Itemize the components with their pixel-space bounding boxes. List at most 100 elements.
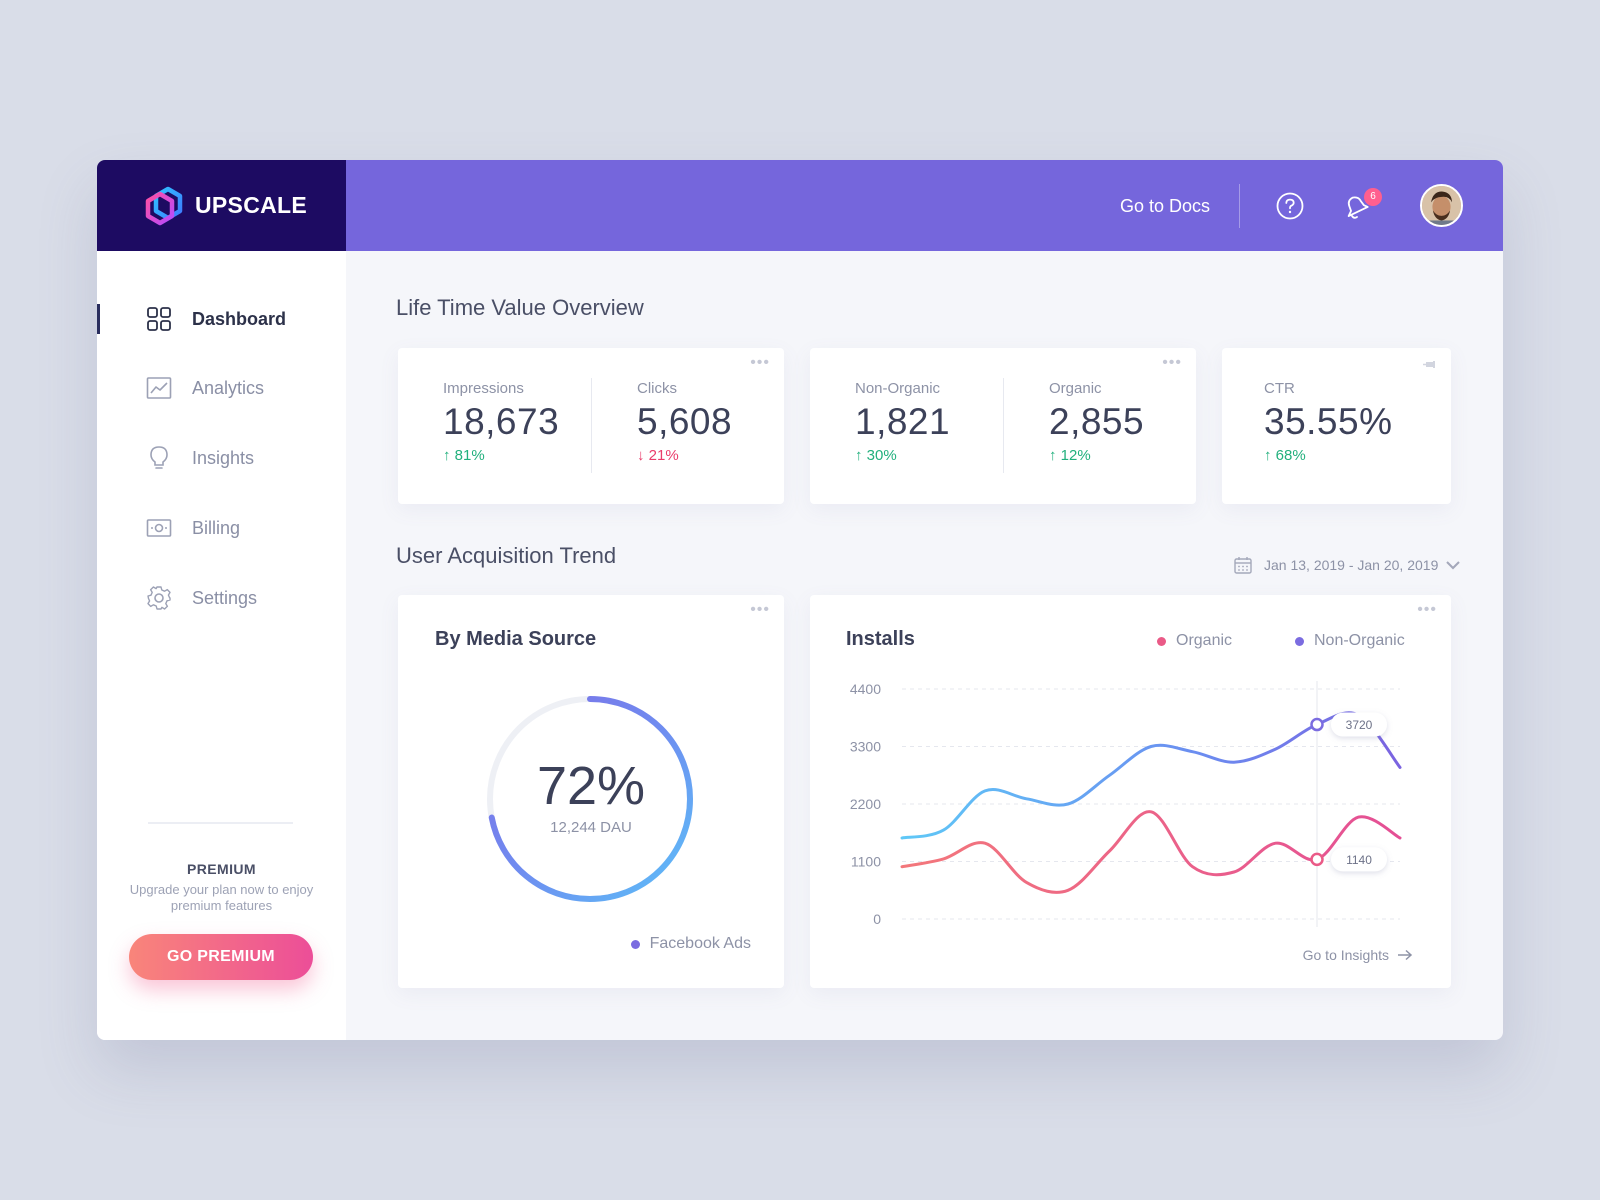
- top-bar: Go to Docs 6: [346, 160, 1503, 251]
- legend-dot: [1157, 636, 1166, 646]
- sidebar-item-label: Billing: [192, 517, 241, 538]
- more-options-icon[interactable]: •••: [1162, 354, 1182, 371]
- series-line-non-organic: [900, 711, 1402, 840]
- more-options-icon[interactable]: •••: [750, 354, 770, 371]
- premium-title: PREMIUM: [187, 861, 256, 877]
- sidebar: Dashboard Analytics Insights Billing: [97, 251, 346, 1040]
- stat-change: ↑ 81%: [443, 447, 485, 464]
- arrow-up-icon: ↑: [855, 447, 863, 464]
- stat-value: 5,608: [637, 401, 733, 442]
- more-options-icon[interactable]: •••: [1417, 601, 1437, 618]
- calendar-icon: [1234, 557, 1252, 574]
- go-to-insights-link[interactable]: Go to Insights: [1303, 947, 1413, 963]
- stat-change: ↑ 68%: [1264, 447, 1306, 464]
- grid-icon: [147, 307, 171, 331]
- stat-non-organic: Non-Organic 1,821 ↑ 30%: [855, 380, 950, 464]
- y-tick-label: 3300: [850, 739, 881, 755]
- installs-card: ••• Installs Organic Non-Organic: [810, 595, 1451, 988]
- donut-subtitle: 12,244 DAU: [550, 819, 632, 836]
- lightbulb-icon: [150, 446, 168, 469]
- sidebar-item-label: Analytics: [192, 377, 265, 398]
- stat-label: Organic: [1049, 380, 1102, 397]
- installs-line-chart: 4400 3300 2200 1100 0 3720 1140: [850, 681, 1402, 927]
- stat-value: 2,855: [1049, 401, 1145, 442]
- legend-organic: Organic: [1157, 632, 1232, 650]
- y-tick-label: 1100: [851, 854, 881, 870]
- ctr-card: CTR 35.55% ↑ 68%: [1222, 348, 1451, 504]
- impressions-clicks-card: ••• Impressions 18,673 ↑ 81% Clicks 5,60…: [398, 348, 784, 504]
- y-tick-label: 0: [873, 911, 881, 927]
- stat-label: CTR: [1264, 380, 1295, 397]
- sidebar-divider: [148, 822, 293, 824]
- card-divider: [591, 378, 592, 473]
- stat-change: ↑ 12%: [1049, 447, 1091, 464]
- legend-label: Non-Organic: [1314, 632, 1405, 649]
- stat-label: Non-Organic: [855, 380, 941, 397]
- media-source-title: By Media Source: [435, 628, 597, 650]
- tooltip-bubble: [1331, 712, 1387, 737]
- donut-chart: [487, 696, 693, 902]
- active-indicator: [97, 304, 100, 334]
- legend-facebook-ads: Facebook Ads: [630, 935, 751, 953]
- notification-badge: 6: [1364, 188, 1382, 206]
- media-source-card: ••• By Media Source 72% 12,244 DAU Faceb…: [398, 595, 784, 988]
- sidebar-item-settings[interactable]: Settings: [97, 576, 346, 620]
- series-line-organic: [900, 810, 1402, 894]
- go-to-docs-link[interactable]: Go to Docs: [1119, 196, 1210, 216]
- arrow-up-icon: ↑: [1264, 447, 1272, 464]
- app-window: UPSCALE Go to Docs 6: [97, 160, 1503, 1040]
- chevron-down-icon: [1446, 561, 1461, 570]
- data-point-marker[interactable]: [1310, 717, 1324, 732]
- legend-label: Facebook Ads: [649, 935, 751, 952]
- tooltip-bubble: [1331, 847, 1387, 872]
- stat-value: 35.55%: [1264, 401, 1393, 442]
- stat-organic: Organic 2,855 ↑ 12%: [1049, 380, 1144, 464]
- data-point-marker[interactable]: [1310, 852, 1324, 867]
- organic-card: ••• Non-Organic 1,821 ↑ 30% Organic 2,85…: [810, 348, 1196, 504]
- sidebar-item-label: Insights: [192, 447, 255, 468]
- stat-change: ↓ 21%: [637, 447, 679, 464]
- stat-impressions: Impressions 18,673 ↑ 81%: [443, 380, 559, 464]
- brand-header: UPSCALE: [97, 160, 346, 251]
- arrow-right-icon: [1398, 949, 1413, 961]
- overview-title: Life Time Value Overview: [396, 295, 644, 320]
- sidebar-item-analytics[interactable]: Analytics: [97, 366, 346, 410]
- arrow-up-icon: ↑: [1049, 447, 1057, 464]
- arrow-up-icon: ↑: [443, 447, 451, 464]
- money-icon: [146, 519, 172, 537]
- stat-label: Impressions: [443, 380, 524, 397]
- arrow-down-icon: ↓: [637, 447, 645, 464]
- legend-dot: [630, 939, 640, 949]
- legend-non-organic: Non-Organic: [1295, 632, 1405, 650]
- go-premium-button[interactable]: GO PREMIUM: [129, 934, 313, 980]
- help-icon[interactable]: [1276, 192, 1304, 220]
- sidebar-item-billing[interactable]: Billing: [97, 506, 346, 550]
- user-avatar[interactable]: [1420, 184, 1463, 227]
- tooltip-value: 3720: [1346, 718, 1373, 732]
- tooltip-value: 1140: [1346, 853, 1372, 867]
- notification-bell-icon[interactable]: [1340, 192, 1370, 222]
- legend-dot: [1295, 636, 1304, 646]
- premium-description: Upgrade your plan now to enjoy premium f…: [129, 882, 314, 913]
- more-options-icon[interactable]: •••: [750, 601, 770, 618]
- stat-value: 18,673: [443, 401, 560, 442]
- installs-title: Installs: [846, 628, 915, 650]
- legend-label: Organic: [1176, 632, 1233, 649]
- donut-progress-arc: [487, 696, 693, 902]
- sidebar-item-insights[interactable]: Insights: [97, 436, 346, 480]
- sidebar-item-label: Settings: [192, 587, 258, 608]
- gear-icon: [147, 586, 171, 610]
- pin-icon[interactable]: [1423, 358, 1437, 372]
- date-range-picker[interactable]: Jan 13, 2019 - Jan 20, 2019: [1234, 556, 1462, 574]
- data-tooltip: 1140: [1331, 847, 1387, 872]
- donut-percent: 72%: [536, 756, 646, 816]
- topbar-divider: [1239, 184, 1240, 228]
- brand-name: UPSCALE: [195, 192, 308, 218]
- data-tooltip: 3720: [1331, 712, 1387, 737]
- sidebar-item-dashboard[interactable]: Dashboard: [97, 297, 346, 341]
- chart-icon: [146, 377, 172, 399]
- hexagon-logo-icon: [145, 186, 183, 225]
- stat-ctr: CTR 35.55% ↑ 68%: [1264, 380, 1393, 464]
- stat-label: Clicks: [637, 380, 677, 397]
- y-tick-label: 2200: [850, 796, 881, 812]
